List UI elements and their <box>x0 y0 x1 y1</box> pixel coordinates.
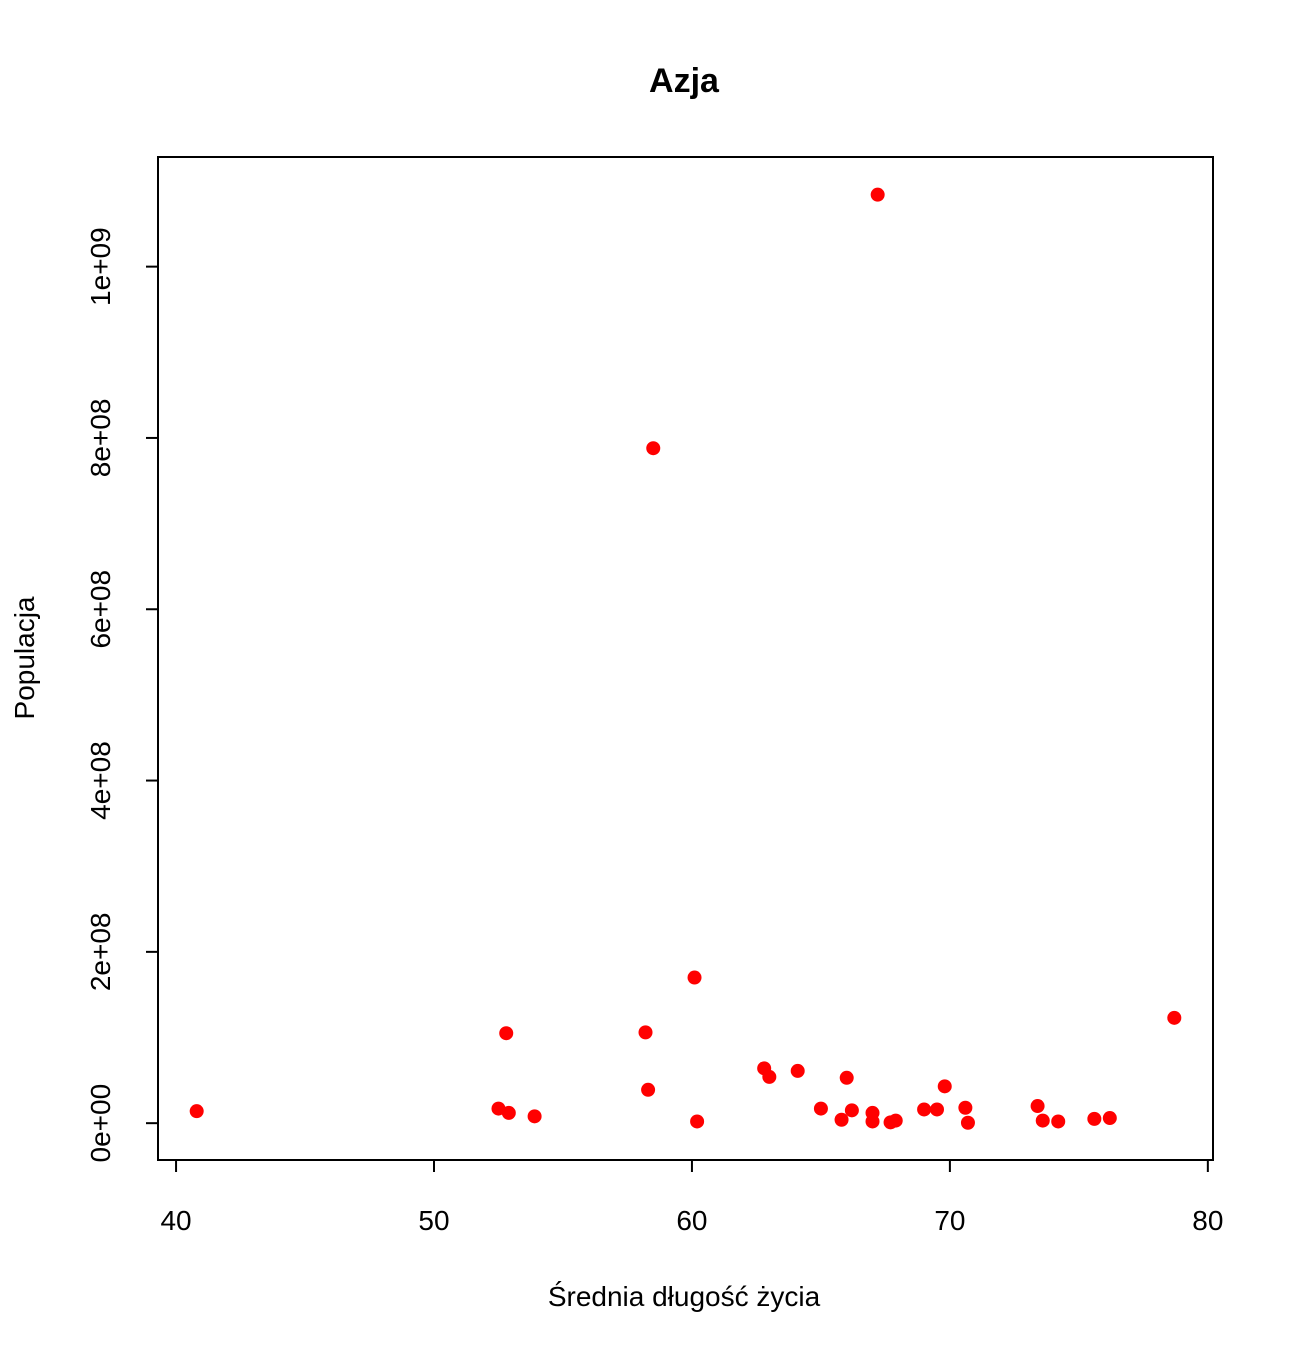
data-point <box>690 1114 705 1129</box>
data-point <box>834 1112 849 1127</box>
data-point <box>189 1104 204 1119</box>
x-tick-label: 80 <box>1192 1205 1223 1236</box>
data-point <box>499 1026 514 1041</box>
y-tick-label: 4e+08 <box>85 741 116 820</box>
y-tick-label: 6e+08 <box>85 570 116 649</box>
x-tick-label: 60 <box>676 1205 707 1236</box>
data-point <box>527 1109 542 1124</box>
data-point <box>1051 1114 1066 1129</box>
data-point <box>1087 1111 1102 1126</box>
data-point <box>687 970 702 985</box>
data-point <box>865 1114 880 1129</box>
data-points <box>189 187 1182 1130</box>
y-tick-label: 8e+08 <box>85 399 116 478</box>
data-point <box>839 1070 854 1085</box>
data-point <box>1030 1099 1045 1114</box>
data-point <box>638 1025 653 1040</box>
data-point <box>790 1063 805 1078</box>
x-axis-label: Średnia długość życia <box>548 1280 821 1312</box>
data-point <box>937 1079 952 1094</box>
data-point <box>762 1069 777 1084</box>
data-point <box>1035 1113 1050 1128</box>
data-point <box>813 1101 828 1116</box>
y-tick-label: 1e+09 <box>85 227 116 306</box>
x-tick-label: 50 <box>418 1205 449 1236</box>
data-point <box>917 1102 932 1117</box>
y-tick-label: 2e+08 <box>85 913 116 992</box>
data-point <box>888 1113 903 1128</box>
data-point <box>960 1115 975 1130</box>
y-axis: 0e+00 2e+08 4e+08 6e+08 8e+08 1e+09 <box>85 227 159 1163</box>
x-tick-label: 40 <box>160 1205 191 1236</box>
x-tick-label: 70 <box>934 1205 965 1236</box>
data-point <box>844 1103 859 1118</box>
data-point <box>929 1102 944 1117</box>
data-point <box>958 1100 973 1115</box>
chart-title: Azja <box>649 62 720 100</box>
data-point <box>646 441 661 456</box>
data-point <box>1167 1010 1182 1025</box>
plot-frame <box>157 156 1214 1161</box>
data-point <box>501 1105 516 1120</box>
data-point <box>641 1082 656 1097</box>
y-axis-label: Populacja <box>9 596 40 719</box>
data-point <box>1102 1111 1117 1126</box>
data-point <box>870 187 885 202</box>
x-axis: 40 50 60 70 80 <box>160 1159 1223 1236</box>
y-tick-label: 0e+00 <box>85 1084 116 1163</box>
